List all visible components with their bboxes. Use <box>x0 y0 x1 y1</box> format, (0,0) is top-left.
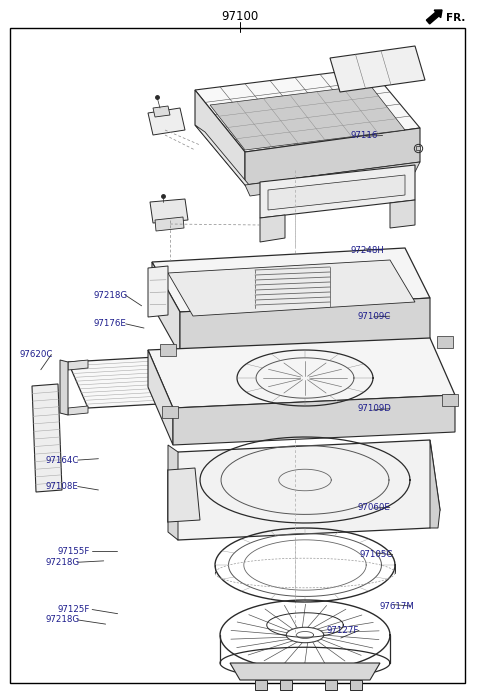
Polygon shape <box>162 406 178 418</box>
Polygon shape <box>148 108 185 135</box>
Polygon shape <box>168 445 178 540</box>
Polygon shape <box>350 680 362 690</box>
Text: 97109D: 97109D <box>358 404 392 413</box>
Polygon shape <box>150 199 188 223</box>
Polygon shape <box>255 680 267 690</box>
Polygon shape <box>330 46 425 92</box>
Text: 97164C: 97164C <box>46 456 79 464</box>
Text: 97155F: 97155F <box>58 547 90 555</box>
Polygon shape <box>195 90 245 185</box>
Text: 97125F: 97125F <box>58 605 90 614</box>
Polygon shape <box>260 215 285 242</box>
Text: 97116: 97116 <box>350 131 378 140</box>
Polygon shape <box>268 175 405 210</box>
Text: 97109C: 97109C <box>358 312 391 320</box>
Polygon shape <box>68 352 265 408</box>
Polygon shape <box>148 266 168 317</box>
Polygon shape <box>173 395 455 445</box>
Polygon shape <box>68 406 88 415</box>
Text: 97100: 97100 <box>221 10 259 22</box>
Polygon shape <box>195 68 420 152</box>
Text: 97060E: 97060E <box>358 503 390 512</box>
Polygon shape <box>260 165 415 218</box>
Polygon shape <box>60 360 68 415</box>
Polygon shape <box>168 468 200 522</box>
Polygon shape <box>152 248 430 312</box>
Polygon shape <box>210 85 405 150</box>
Polygon shape <box>325 680 337 690</box>
Polygon shape <box>230 663 380 680</box>
Text: 97127F: 97127F <box>326 626 359 635</box>
Polygon shape <box>190 455 231 476</box>
Text: 97218G: 97218G <box>46 616 80 624</box>
Polygon shape <box>245 162 420 196</box>
Text: 97248H: 97248H <box>350 246 384 254</box>
Polygon shape <box>68 360 88 370</box>
Polygon shape <box>160 344 176 356</box>
Polygon shape <box>152 262 180 355</box>
Text: 97108E: 97108E <box>46 482 78 491</box>
Polygon shape <box>153 106 170 117</box>
Polygon shape <box>168 440 440 540</box>
Polygon shape <box>280 680 292 690</box>
Polygon shape <box>390 200 415 228</box>
Text: FR.: FR. <box>446 13 466 23</box>
Polygon shape <box>32 384 62 492</box>
Text: 97218G: 97218G <box>46 558 80 566</box>
Polygon shape <box>148 350 173 445</box>
Polygon shape <box>180 298 430 355</box>
Polygon shape <box>193 472 230 484</box>
Polygon shape <box>245 128 420 185</box>
FancyArrow shape <box>426 10 442 24</box>
Polygon shape <box>195 125 255 192</box>
Text: 97617M: 97617M <box>379 602 414 610</box>
Polygon shape <box>148 338 455 408</box>
Polygon shape <box>155 217 184 231</box>
Polygon shape <box>437 336 453 348</box>
Text: 97218G: 97218G <box>94 291 128 300</box>
Polygon shape <box>168 260 415 316</box>
Text: 97176E: 97176E <box>94 320 126 328</box>
Polygon shape <box>430 440 440 528</box>
Text: 97620C: 97620C <box>19 350 53 359</box>
Polygon shape <box>442 394 458 406</box>
Text: 97105C: 97105C <box>360 550 394 559</box>
